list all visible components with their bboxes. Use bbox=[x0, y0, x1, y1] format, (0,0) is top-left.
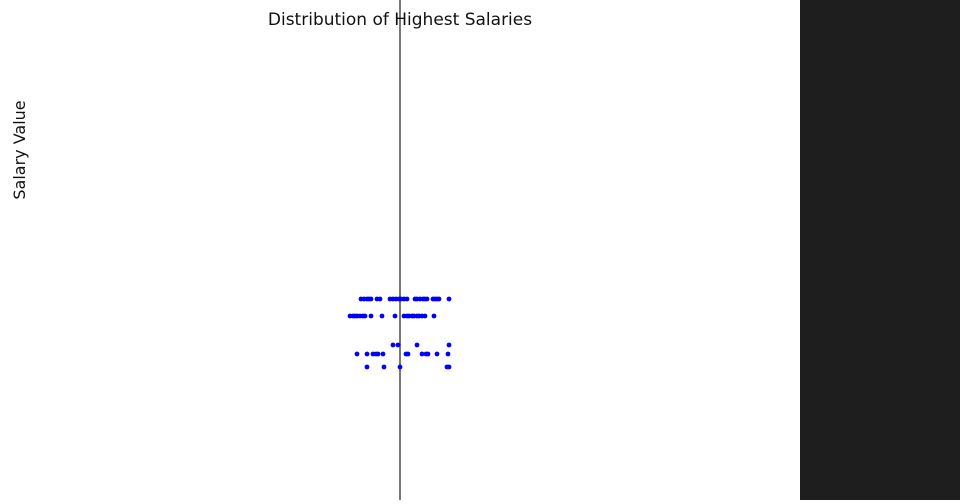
data-point bbox=[414, 342, 420, 348]
data-point bbox=[368, 313, 374, 319]
data-point bbox=[445, 351, 451, 357]
data-point bbox=[375, 351, 381, 357]
data-point bbox=[434, 351, 440, 357]
data-point bbox=[436, 296, 442, 302]
data-point bbox=[424, 296, 430, 302]
data-point bbox=[362, 313, 368, 319]
data-point bbox=[381, 364, 387, 370]
data-point bbox=[405, 351, 411, 357]
data-point bbox=[354, 351, 360, 357]
data-point bbox=[364, 364, 370, 370]
data-point bbox=[377, 296, 383, 302]
data-point bbox=[380, 351, 386, 357]
data-point bbox=[392, 313, 398, 319]
data-point bbox=[379, 313, 385, 319]
data-point bbox=[431, 313, 437, 319]
data-point bbox=[397, 364, 403, 370]
chart-title: Distribution of Highest Salaries bbox=[268, 10, 532, 30]
data-point bbox=[364, 351, 370, 357]
data-point bbox=[425, 351, 431, 357]
side-panel bbox=[800, 0, 960, 500]
data-point bbox=[390, 342, 396, 348]
data-point bbox=[395, 342, 401, 348]
data-point bbox=[368, 296, 374, 302]
y-axis-label: Salary Value bbox=[10, 100, 29, 199]
data-point bbox=[446, 296, 452, 302]
strip-plot: Distribution of Highest Salaries Salary … bbox=[10, 0, 532, 500]
data-point bbox=[404, 296, 410, 302]
data-point bbox=[422, 313, 428, 319]
data-point bbox=[419, 351, 425, 357]
data-point bbox=[446, 364, 452, 370]
data-point bbox=[446, 342, 452, 348]
chart-area: Distribution of Highest Salaries Salary … bbox=[10, 0, 532, 500]
points-group bbox=[347, 296, 452, 370]
